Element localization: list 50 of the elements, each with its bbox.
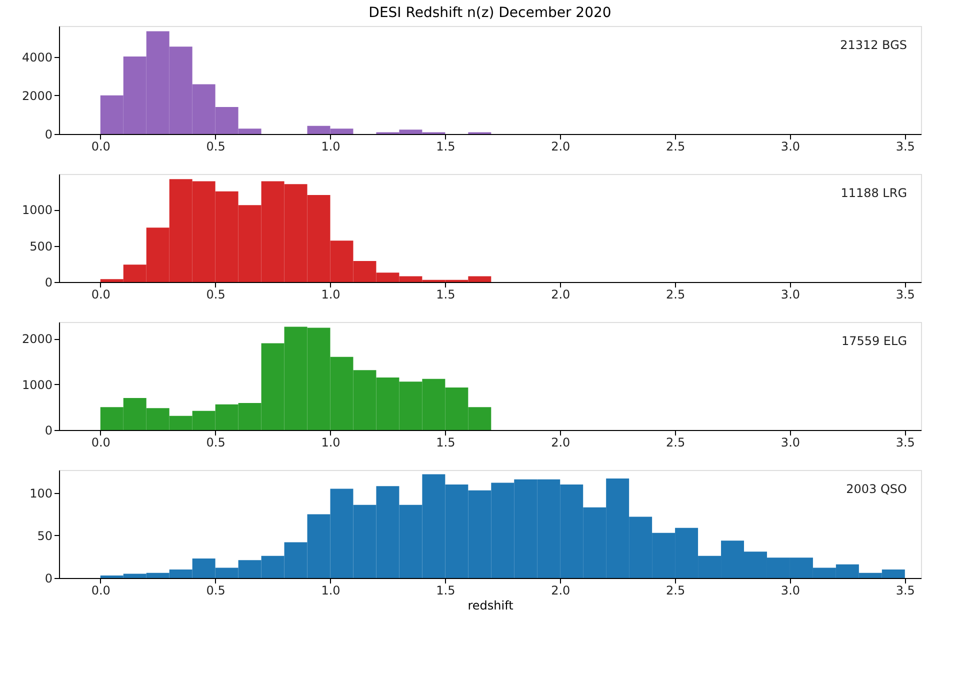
y-tick-label: 500 bbox=[30, 239, 52, 254]
y-tick-label: 0 bbox=[44, 424, 52, 438]
x-tick-label: 1.0 bbox=[321, 584, 340, 598]
x-tick-label: 2.0 bbox=[551, 436, 570, 450]
x-tick-label: 3.0 bbox=[780, 140, 800, 154]
annotation: 2003 QSO bbox=[846, 482, 907, 496]
x-tick-label: 1.0 bbox=[321, 288, 340, 302]
x-tick-label: 1.5 bbox=[436, 584, 456, 598]
x-tick-label: 3.0 bbox=[780, 436, 800, 450]
x-tick-label: 0.5 bbox=[206, 140, 226, 154]
x-tick-label: 2.5 bbox=[666, 436, 686, 450]
y-tick-label: 0 bbox=[44, 276, 52, 290]
x-tick-label: 2.0 bbox=[551, 140, 570, 154]
y-tick-label: 1000 bbox=[22, 203, 52, 218]
y-tick-label: 0 bbox=[44, 572, 52, 586]
y-tick-label: 2000 bbox=[22, 88, 52, 103]
x-tick-label: 1.5 bbox=[436, 436, 456, 450]
x-tick-label: 3.0 bbox=[780, 584, 800, 598]
annotation: 21312 BGS bbox=[840, 38, 907, 52]
y-tick-label: 50 bbox=[37, 528, 52, 543]
y-tick-label: 100 bbox=[30, 486, 52, 500]
y-tick-label: 2000 bbox=[22, 332, 52, 346]
x-tick-label: 2.5 bbox=[666, 140, 686, 154]
x-tick-label: 1.0 bbox=[321, 436, 340, 450]
x-tick-label: 1.5 bbox=[436, 140, 456, 154]
x-tick-label: 2.0 bbox=[551, 288, 570, 302]
y-tick-label: 4000 bbox=[22, 50, 52, 64]
y-tick-label: 0 bbox=[44, 128, 52, 142]
x-axis-title: redshift bbox=[468, 598, 514, 612]
x-tick-label: 0.5 bbox=[206, 436, 226, 450]
x-tick-label: 3.5 bbox=[896, 140, 915, 154]
x-tick-label: 0.0 bbox=[91, 436, 110, 450]
annotation: 17559 ELG bbox=[841, 334, 907, 348]
x-tick-label: 1.5 bbox=[436, 288, 456, 302]
x-tick-label: 2.5 bbox=[666, 288, 686, 302]
x-tick-label: 3.5 bbox=[896, 584, 915, 598]
x-tick-label: 2.5 bbox=[666, 584, 686, 598]
x-tick-label: 0.5 bbox=[206, 584, 226, 598]
x-tick-label: 1.0 bbox=[321, 140, 340, 154]
x-tick-label: 3.5 bbox=[896, 288, 915, 302]
x-tick-label: 3.5 bbox=[896, 436, 915, 450]
x-tick-label: 2.0 bbox=[551, 584, 570, 598]
x-tick-label: 0.0 bbox=[91, 584, 110, 598]
y-tick-label: 1000 bbox=[22, 378, 52, 392]
x-tick-label: 0.0 bbox=[91, 140, 110, 154]
x-tick-label: 0.0 bbox=[91, 288, 110, 302]
chart-title: DESI Redshift n(z) December 2020 bbox=[368, 5, 612, 21]
x-tick-label: 3.0 bbox=[780, 288, 800, 302]
annotation: 11188 LRG bbox=[840, 186, 907, 200]
x-tick-label: 0.5 bbox=[206, 288, 226, 302]
